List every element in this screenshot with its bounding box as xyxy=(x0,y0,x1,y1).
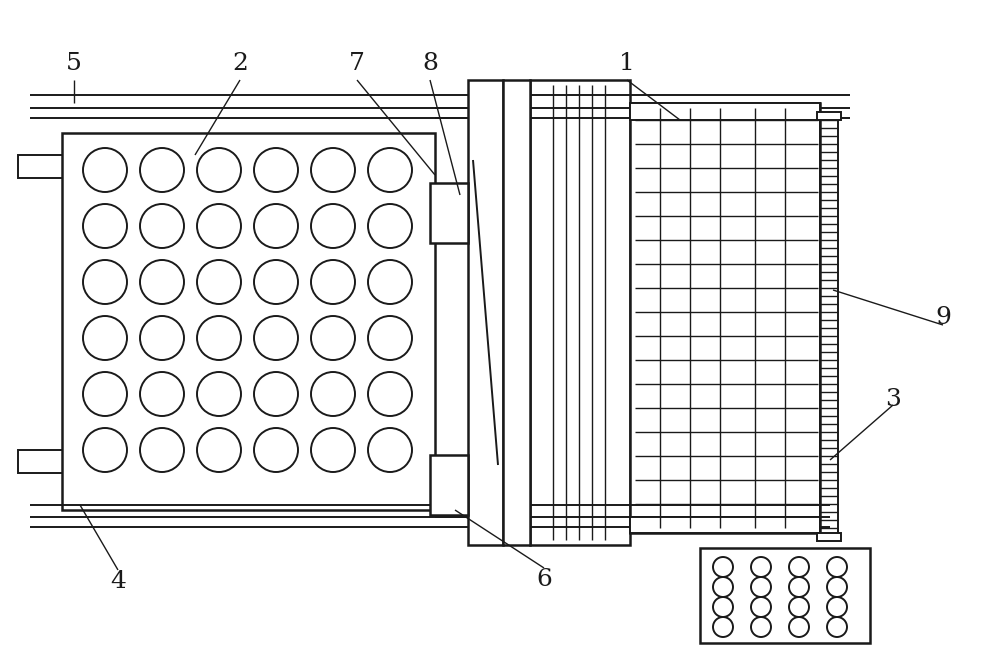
Bar xyxy=(630,103,820,120)
Circle shape xyxy=(140,260,184,304)
Circle shape xyxy=(197,260,241,304)
Circle shape xyxy=(789,617,809,637)
Circle shape xyxy=(311,260,355,304)
Circle shape xyxy=(827,557,847,577)
Circle shape xyxy=(140,204,184,248)
Circle shape xyxy=(368,372,412,416)
Bar xyxy=(503,80,530,545)
Bar xyxy=(700,548,870,643)
Text: 3: 3 xyxy=(885,388,901,411)
Bar xyxy=(817,112,841,120)
Bar xyxy=(62,133,435,510)
Text: 7: 7 xyxy=(349,52,365,75)
Circle shape xyxy=(368,148,412,192)
Circle shape xyxy=(254,260,298,304)
Text: 1: 1 xyxy=(619,52,635,75)
Circle shape xyxy=(197,372,241,416)
Circle shape xyxy=(311,204,355,248)
Circle shape xyxy=(751,557,771,577)
Bar xyxy=(18,450,68,473)
Circle shape xyxy=(197,316,241,360)
Circle shape xyxy=(83,204,127,248)
Circle shape xyxy=(368,428,412,472)
Circle shape xyxy=(311,428,355,472)
Circle shape xyxy=(83,148,127,192)
Circle shape xyxy=(140,428,184,472)
Circle shape xyxy=(751,577,771,597)
Circle shape xyxy=(254,204,298,248)
Circle shape xyxy=(83,260,127,304)
Circle shape xyxy=(789,557,809,577)
Circle shape xyxy=(713,617,733,637)
Circle shape xyxy=(197,204,241,248)
Bar xyxy=(430,183,468,243)
Circle shape xyxy=(311,372,355,416)
Circle shape xyxy=(254,316,298,360)
Circle shape xyxy=(789,597,809,617)
Circle shape xyxy=(789,577,809,597)
Circle shape xyxy=(197,148,241,192)
Circle shape xyxy=(827,617,847,637)
Circle shape xyxy=(713,557,733,577)
Circle shape xyxy=(83,372,127,416)
Circle shape xyxy=(254,148,298,192)
Circle shape xyxy=(751,617,771,637)
Circle shape xyxy=(751,597,771,617)
Text: 8: 8 xyxy=(422,52,438,75)
Circle shape xyxy=(368,260,412,304)
Text: 6: 6 xyxy=(536,569,552,591)
Circle shape xyxy=(311,316,355,360)
Circle shape xyxy=(83,316,127,360)
Text: 9: 9 xyxy=(935,307,951,329)
Circle shape xyxy=(140,316,184,360)
Circle shape xyxy=(140,148,184,192)
Circle shape xyxy=(254,428,298,472)
Circle shape xyxy=(827,577,847,597)
Bar xyxy=(430,455,468,515)
Text: 2: 2 xyxy=(232,52,248,75)
Circle shape xyxy=(197,428,241,472)
Circle shape xyxy=(713,597,733,617)
Circle shape xyxy=(368,316,412,360)
Circle shape xyxy=(83,428,127,472)
Bar xyxy=(630,517,820,533)
Text: 5: 5 xyxy=(66,52,82,75)
Bar xyxy=(18,155,68,178)
Bar xyxy=(630,103,820,533)
Circle shape xyxy=(368,204,412,248)
Circle shape xyxy=(311,148,355,192)
Circle shape xyxy=(713,577,733,597)
Bar xyxy=(817,533,841,541)
Bar xyxy=(530,80,630,545)
Bar xyxy=(468,80,503,545)
Text: 4: 4 xyxy=(110,571,126,593)
Circle shape xyxy=(140,372,184,416)
Circle shape xyxy=(254,372,298,416)
Circle shape xyxy=(827,597,847,617)
